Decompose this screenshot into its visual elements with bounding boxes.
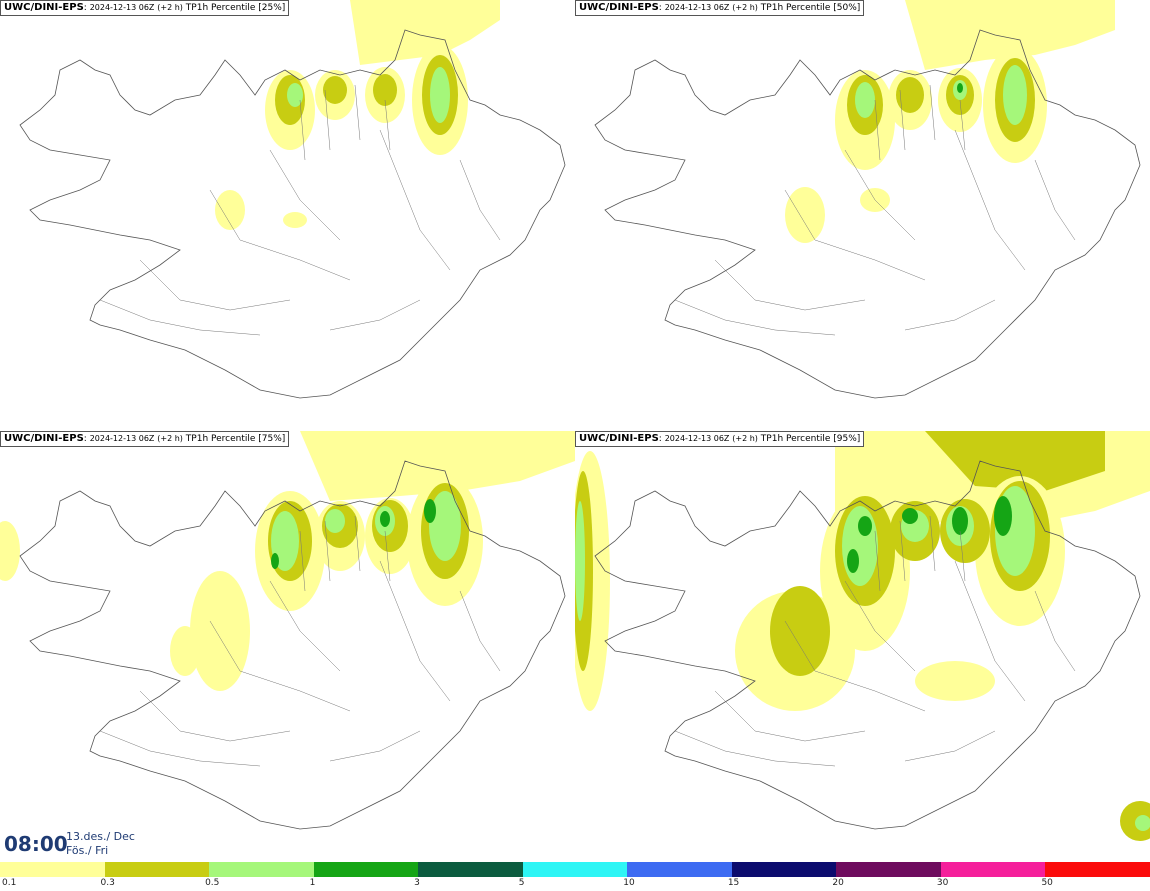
legend-tick-label: 1 (309, 878, 316, 888)
precip-map-p75 (0, 431, 575, 830)
legend-swatch (627, 862, 733, 877)
map-panel-p25: UWC/DINI-EPS: 2024-12-13 06Z (+2 h) TP1h… (0, 0, 575, 431)
precip-map-p95 (575, 431, 1150, 841)
legend-tick-label: 50 (1041, 878, 1053, 888)
legend-swatch (0, 862, 106, 877)
legend-tick-label: 5 (518, 878, 525, 888)
legend-tick-label: 20 (832, 878, 844, 888)
legend-swatch (209, 862, 315, 877)
legend-swatch (104, 862, 210, 877)
legend-tick-label: 15 (727, 878, 740, 888)
legend-tick-label: 0.1 (2, 878, 17, 888)
legend-swatch (836, 862, 942, 877)
valid-date: 13.des./ Dec Fös./ Fri (66, 830, 135, 858)
valid-time: 08:00 (4, 832, 68, 856)
legend-swatch (418, 862, 524, 877)
panel-title: UWC/DINI-EPS: 2024-12-13 06Z (+2 h) TP1h… (575, 431, 865, 447)
legend-tick-label: 3 (414, 878, 420, 888)
precip-map-p50 (594, 0, 1141, 399)
panel-title: UWC/DINI-EPS: 2024-12-13 06Z (+2 h) TP1h… (0, 431, 290, 447)
precip-map-p25 (19, 0, 566, 399)
legend-tick-label: 10 (623, 878, 635, 888)
legend-swatch (522, 862, 628, 877)
map-panel-p75: UWC/DINI-EPS: 2024-12-13 06Z (+2 h) TP1h… (0, 431, 575, 862)
legend-tick-label: 0.5 (205, 878, 220, 888)
legend-swatch (940, 862, 1046, 877)
legend-swatch (313, 862, 419, 877)
legend-swatch (731, 862, 837, 877)
valid-date-line2: Fös./ Fri (66, 844, 109, 857)
map-panel-p50: UWC/DINI-EPS: 2024-12-13 06Z (+2 h) TP1h… (575, 0, 1150, 431)
legend-tick-label: 0.3 (100, 878, 115, 888)
panel-title: UWC/DINI-EPS: 2024-12-13 06Z (+2 h) TP1h… (575, 0, 865, 16)
valid-date-line1: 13.des./ Dec (66, 830, 135, 843)
panel-title: UWC/DINI-EPS: 2024-12-13 06Z (+2 h) TP1h… (0, 0, 290, 16)
legend-swatch (1045, 862, 1150, 877)
valid-time-box: 08:00 13.des./ Dec Fös./ Fri (0, 826, 136, 862)
map-panel-p95: UWC/DINI-EPS: 2024-12-13 06Z (+2 h) TP1h… (575, 431, 1150, 862)
legend-tick-label: 30 (936, 878, 949, 888)
precip-color-legend: 0.1 0.3 0.5 1 3 5 10 15 20 30 50 (0, 862, 1150, 891)
